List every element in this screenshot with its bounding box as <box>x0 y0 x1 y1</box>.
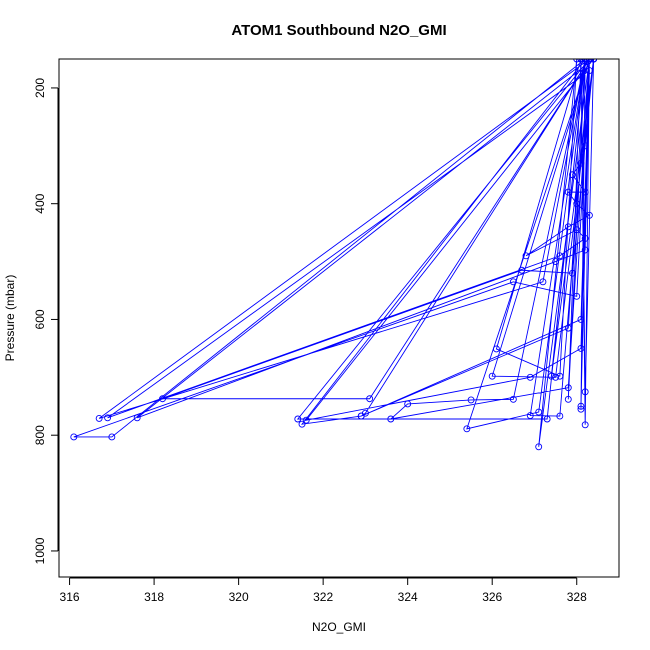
data-point <box>467 396 475 404</box>
data-point <box>577 344 585 352</box>
data-point <box>581 388 589 396</box>
data-point <box>547 372 555 380</box>
data-point <box>492 345 500 353</box>
data-point <box>577 405 585 413</box>
data-point <box>298 420 306 428</box>
data-point <box>294 415 302 423</box>
data-point <box>302 416 310 424</box>
data-point <box>581 234 589 242</box>
x-tick-label: 328 <box>567 590 587 604</box>
y-tick-label: 800 <box>33 425 47 445</box>
x-tick-label: 316 <box>60 590 80 604</box>
data-point <box>581 142 589 150</box>
data-point <box>543 415 551 423</box>
data-point <box>569 171 576 179</box>
data-point <box>70 433 78 441</box>
data-point <box>509 278 517 286</box>
data-point <box>526 373 534 381</box>
data-point <box>585 211 593 219</box>
x-tick-label: 322 <box>313 590 333 604</box>
data-point <box>522 252 530 260</box>
data-point <box>556 252 564 260</box>
data-point <box>577 402 585 410</box>
x-tick-label: 320 <box>229 590 249 604</box>
data-point <box>404 400 412 408</box>
data-point <box>556 412 564 420</box>
data-point <box>535 443 543 451</box>
data-series <box>70 59 598 451</box>
data-point <box>564 384 572 392</box>
x-tick-label: 324 <box>398 590 418 604</box>
data-point <box>387 415 395 423</box>
y-tick-label: 600 <box>33 309 47 329</box>
data-point <box>133 414 141 422</box>
data-point <box>590 59 598 63</box>
data-point <box>585 67 593 75</box>
series-line <box>73 59 595 447</box>
data-point <box>159 395 167 403</box>
data-point <box>569 269 576 277</box>
data-point <box>526 412 534 419</box>
data-point <box>581 59 589 63</box>
data-point <box>564 324 572 332</box>
data-point <box>577 59 585 63</box>
data-point <box>573 226 581 234</box>
data-point <box>108 433 116 441</box>
data-point <box>95 414 103 422</box>
data-point <box>552 373 560 381</box>
data-point <box>581 421 589 429</box>
data-point <box>509 395 517 403</box>
data-point <box>564 223 572 231</box>
data-point <box>585 59 593 63</box>
data-point <box>577 316 585 323</box>
x-axis-label: N2O_GMI <box>312 620 366 634</box>
chart-title: ATOM1 Southbound N2O_GMI <box>231 22 446 39</box>
data-point <box>488 372 496 380</box>
data-point <box>361 409 369 417</box>
y-tick-label: 200 <box>33 78 47 98</box>
y-tick-label: 400 <box>33 193 47 213</box>
x-axis: 316 318 320 322 324 326 328 <box>60 577 587 604</box>
data-point <box>577 159 585 167</box>
data-point <box>104 414 112 422</box>
data-point <box>518 266 526 274</box>
data-point <box>573 200 581 208</box>
data-point <box>573 292 581 300</box>
data-point <box>463 425 471 433</box>
data-point <box>556 372 564 380</box>
plot-frame <box>58 58 620 578</box>
x-tick-label: 318 <box>144 590 164 604</box>
data-point <box>573 59 581 63</box>
data-point <box>535 408 543 416</box>
data-point <box>552 258 560 266</box>
y-axis-label: Pressure (mbar) <box>3 275 17 362</box>
data-point <box>581 188 589 196</box>
y-tick-label: 1000 <box>33 537 47 564</box>
data-point <box>564 188 572 196</box>
data-point <box>539 278 547 286</box>
data-point <box>564 395 572 403</box>
y-axis: 200 400 600 800 1000 <box>33 78 59 564</box>
x-tick-label: 326 <box>482 590 502 604</box>
data-point <box>366 395 374 403</box>
data-point <box>581 246 589 254</box>
